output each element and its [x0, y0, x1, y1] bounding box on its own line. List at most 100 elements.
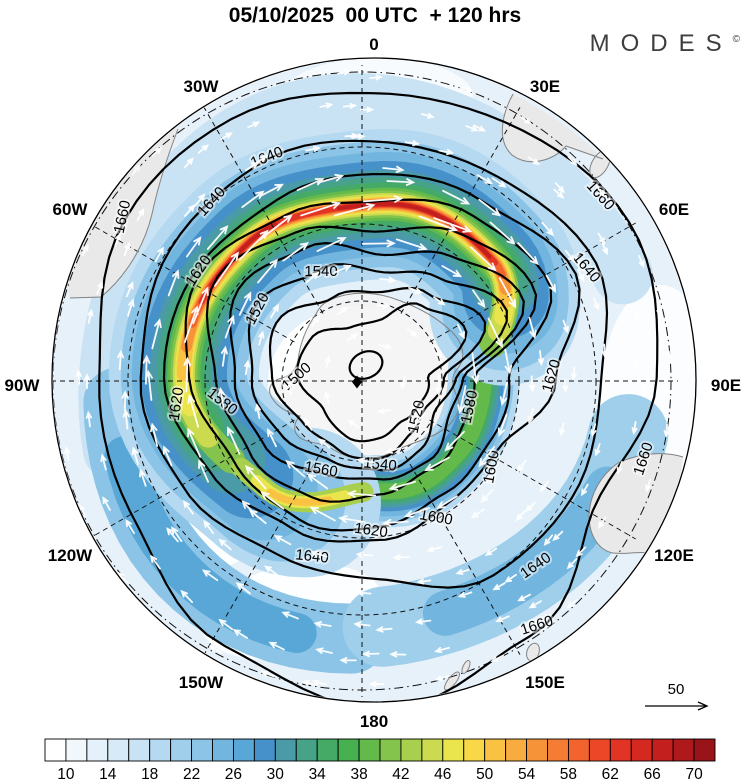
wind-arrow — [386, 178, 416, 186]
latitude-circle — [281, 300, 443, 462]
wind-arrow — [187, 427, 202, 458]
wind-arrow — [305, 145, 322, 153]
wind-arrow — [567, 155, 578, 167]
colorbar-cell — [421, 738, 444, 762]
wind-arrow — [100, 453, 107, 471]
wind-arrow — [150, 554, 161, 570]
wind-arrow — [553, 188, 565, 199]
wind-arrow — [187, 394, 199, 428]
wind-arrow — [435, 373, 443, 397]
wind-arrow — [408, 287, 423, 294]
wind-arrow — [339, 657, 357, 664]
colorbar-cell — [567, 738, 590, 762]
wind-arrow — [192, 286, 209, 325]
wind-arrow — [166, 527, 179, 543]
wind-arrow — [376, 408, 391, 415]
wind-arrow — [361, 239, 396, 248]
contour-label: 1540 — [363, 454, 398, 474]
wind-arrow — [217, 387, 225, 409]
page-title: 05/10/2025 00 UTC + 120 hrs — [228, 4, 522, 27]
coastline — [69, 128, 179, 299]
wind-arrow — [301, 680, 317, 687]
coastline — [588, 453, 684, 557]
wind-arrow — [347, 419, 360, 429]
wind-arrow — [214, 251, 240, 287]
colorbar-cell — [484, 738, 507, 762]
wind-arrow — [388, 480, 416, 491]
land-fill — [444, 671, 460, 691]
modes-logo: MODES© — [590, 30, 740, 58]
contour-line — [296, 302, 468, 443]
wind-arrow — [324, 582, 340, 589]
wind-arrow — [543, 534, 554, 547]
lon-label: 30W — [184, 77, 220, 96]
copyright-icon: © — [732, 34, 740, 45]
wind-arrow — [267, 427, 277, 448]
wind-arrow — [319, 102, 334, 109]
wind-arrow — [353, 621, 371, 628]
wind-arrow — [667, 350, 674, 365]
wind-arrow — [528, 316, 537, 340]
wind-arrow — [480, 488, 494, 503]
meridian-line — [429, 222, 636, 343]
wind-arrow — [183, 157, 194, 169]
latitude-circle — [204, 223, 520, 539]
wind-arrow — [83, 373, 91, 390]
wind-arrow — [313, 621, 332, 628]
wind-arrow — [224, 314, 235, 339]
lon-label: 90W — [5, 376, 41, 395]
wind-arrow — [183, 356, 192, 393]
colorbar-tick: 42 — [392, 766, 409, 782]
wind-arrow — [264, 565, 278, 576]
wind-arrow — [434, 345, 443, 359]
wind-arrow — [389, 651, 407, 658]
wind-arrow — [552, 530, 564, 542]
colorbar-tick: 70 — [685, 766, 703, 782]
wind-arrow — [220, 132, 233, 140]
colorbar-tick: 66 — [644, 766, 661, 782]
wind-arrow — [376, 302, 391, 309]
wind-arrow — [131, 163, 141, 176]
wind-arrow — [537, 350, 545, 367]
map-boundary — [51, 57, 697, 703]
wind-arrow — [123, 241, 131, 257]
wind-arrow — [601, 343, 608, 358]
wind-arrow — [375, 626, 393, 633]
lon-label: 150E — [525, 673, 565, 692]
wind-arrow — [384, 446, 402, 454]
wind-arrow — [434, 646, 450, 654]
wind-arrow — [416, 578, 432, 585]
wind-arrow — [303, 417, 313, 431]
wind-arrows — [64, 69, 674, 688]
land-fill — [502, 94, 603, 162]
wind-arrow — [457, 323, 465, 340]
wind-arrow — [528, 375, 536, 393]
colorbar-cell — [379, 738, 402, 762]
colorbar-cell — [65, 738, 88, 762]
wind-arrow — [75, 369, 82, 385]
contour-line — [205, 225, 538, 503]
wind-arrow — [566, 558, 578, 570]
wind-arrow — [433, 217, 473, 233]
wind-arrow — [117, 349, 124, 371]
wind-arrow — [102, 496, 111, 511]
wind-arrow — [434, 675, 450, 682]
wind-arrow — [310, 550, 328, 558]
colorbar-cell — [274, 738, 297, 762]
wind-arrow — [455, 568, 470, 575]
wind-arrow — [414, 411, 427, 425]
colorbar-tick: 38 — [350, 766, 367, 782]
wind-arrow — [324, 390, 330, 405]
wind-arrow — [515, 510, 526, 522]
colorbar-tick: 30 — [267, 766, 285, 782]
wind-arrow — [125, 281, 134, 298]
wind-arrow — [478, 198, 502, 217]
wind-arrow — [525, 501, 536, 513]
wind-arrow — [114, 232, 121, 247]
lon-label: 150W — [179, 673, 224, 692]
contour-label: 1540 — [304, 263, 337, 280]
wind-arrow — [260, 670, 275, 678]
jet-band-sector — [266, 488, 333, 506]
colorbar-tick: 22 — [183, 766, 200, 782]
